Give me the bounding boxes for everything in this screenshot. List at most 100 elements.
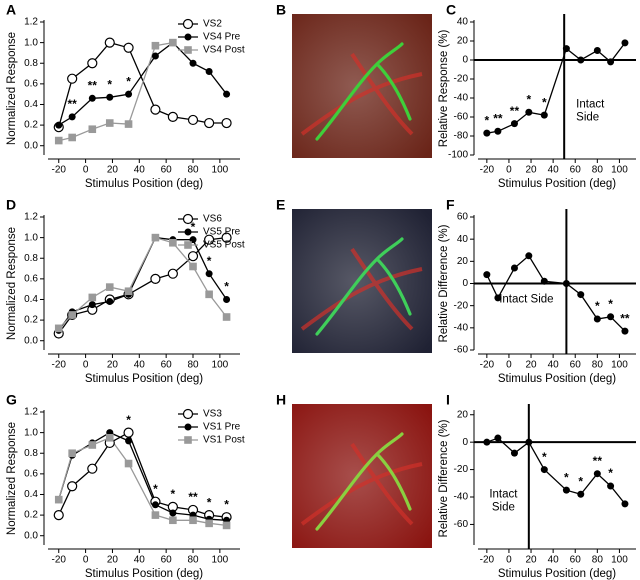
marker [205, 270, 213, 278]
region-label: Intact Side [499, 293, 553, 305]
marker [525, 438, 533, 446]
series-line [486, 437, 626, 505]
significance: * [207, 495, 212, 509]
marker [222, 313, 231, 321]
y-tick-label: -60 [454, 519, 469, 530]
red-fibers [300, 52, 423, 136]
legend-label: VS1 Pre [203, 422, 241, 433]
significance: ** [88, 78, 98, 92]
neuron [315, 237, 412, 336]
marker [151, 501, 159, 509]
significance: ** [510, 104, 520, 118]
x-tick-label: -20 [480, 555, 495, 566]
legend-marker [182, 213, 194, 225]
y-tick-label: -40 [454, 93, 469, 104]
marker [68, 311, 76, 319]
x-tick-label: 40 [548, 360, 560, 371]
series-line [58, 236, 227, 334]
marker [67, 73, 78, 84]
marker [204, 234, 215, 245]
marker [205, 290, 213, 299]
marker [88, 125, 97, 134]
x-tick-label: 40 [134, 165, 146, 176]
red-fibers [300, 442, 423, 526]
y-tick-label: 0.4 [24, 294, 38, 305]
y-axis-label: Normalized Response [6, 227, 18, 340]
marker [124, 287, 133, 296]
marker [125, 437, 133, 445]
x-tick-label: 100 [212, 555, 229, 566]
marker [167, 268, 178, 279]
red-fibers [300, 247, 423, 331]
marker [88, 94, 96, 102]
x-tick-label: 20 [107, 360, 119, 371]
marker [169, 38, 177, 47]
marker [151, 41, 160, 50]
series-line [486, 254, 626, 332]
significance: ** [188, 490, 198, 504]
y-tick-label: 1.0 [24, 232, 38, 243]
x-tick-label: 60 [161, 360, 173, 371]
y-tick-label: 20 [457, 36, 469, 47]
marker [525, 252, 533, 260]
marker [123, 427, 134, 438]
marker [105, 433, 114, 442]
x-tick-label: 0 [506, 555, 512, 566]
marker [124, 459, 133, 468]
neuron [315, 432, 412, 531]
marker [68, 113, 76, 121]
y-tick-label: 20 [457, 256, 469, 267]
marker [621, 500, 629, 508]
y-tick-label: -40 [454, 322, 469, 333]
legend-label: VS4 Pre [203, 32, 241, 43]
marker [167, 111, 178, 122]
marker [67, 481, 78, 492]
x-tick-label: 60 [161, 555, 173, 566]
y-tick-label: -20 [454, 300, 469, 311]
marker [483, 438, 491, 446]
legend-label: VS3 [203, 409, 222, 420]
y-tick-label: 0.2 [24, 315, 38, 326]
y-tick-label: 0.4 [24, 99, 38, 110]
marker [540, 111, 548, 119]
marker [483, 129, 491, 137]
marker [525, 108, 533, 116]
y-tick-label: 0.8 [24, 253, 38, 264]
x-axis-label: Stimulus Position (deg) [85, 373, 203, 385]
legend-label: VS6 [203, 214, 222, 225]
x-tick-label: -20 [480, 165, 495, 176]
x-tick-label: 80 [592, 555, 604, 566]
marker [189, 59, 197, 67]
legend-marker [184, 241, 192, 249]
marker [151, 233, 160, 242]
marker [593, 470, 601, 478]
marker [88, 293, 97, 302]
y-tick-label: 1.0 [24, 427, 38, 438]
y-tick-label: -60 [454, 112, 469, 123]
micrograph [292, 404, 432, 548]
series-line [58, 437, 227, 527]
y-tick-label: 0.8 [24, 448, 38, 459]
marker [223, 295, 231, 303]
x-axis-label: Stimulus Position (deg) [498, 178, 616, 190]
y-tick-label: 0 [462, 278, 468, 289]
y-tick-label: 40 [457, 234, 469, 245]
y-tick-label: 0.0 [24, 140, 38, 151]
panel-letter: I [446, 392, 450, 408]
series-line [58, 236, 228, 331]
x-tick-label: 40 [134, 360, 146, 371]
marker [540, 466, 548, 474]
region-label: Intact [489, 488, 518, 500]
x-tick-label: 80 [592, 165, 604, 176]
marker [562, 45, 570, 53]
series-line [58, 236, 228, 329]
significance: * [171, 487, 176, 501]
x-tick-label: -20 [480, 360, 495, 371]
x-tick-label: 0 [83, 360, 89, 371]
marker [221, 117, 232, 129]
y-tick-label: 1.2 [24, 407, 38, 418]
significance: * [107, 77, 112, 91]
marker [540, 277, 548, 285]
x-tick-label: 20 [525, 555, 537, 566]
marker [88, 301, 96, 309]
